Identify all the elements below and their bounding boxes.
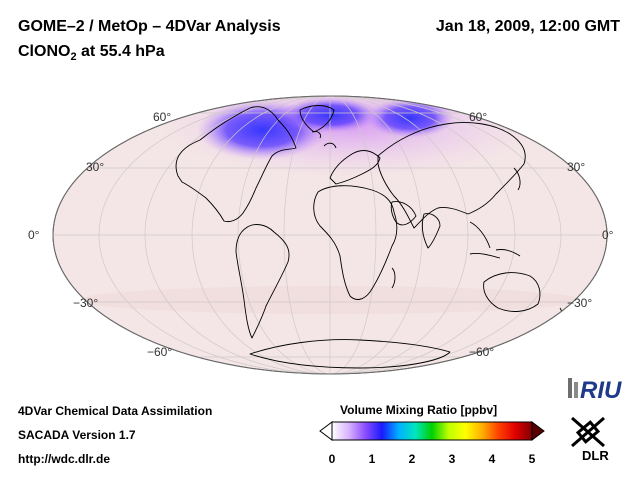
- colorbar-tick-label: 1: [368, 452, 376, 466]
- credit-line-2: SACADA Version 1.7: [18, 428, 136, 442]
- indochina-indonesia: [469, 221, 521, 259]
- europe: [329, 150, 381, 185]
- species-subscript: 2: [70, 51, 77, 64]
- colorbar-tick-label: 4: [488, 452, 496, 466]
- graticule: [53, 96, 607, 374]
- lat-label-30n-right: 30°: [567, 160, 586, 174]
- madagascar: [391, 267, 396, 289]
- map-title: GOME–2 / MetOp – 4DVar Analysis: [18, 18, 281, 35]
- species-name: ClONO: [18, 43, 71, 60]
- species-level: at 55.4 hPa: [76, 43, 165, 60]
- dlr-logo: [566, 412, 612, 457]
- credit-url[interactable]: http://wdc.dlr.de: [18, 452, 110, 466]
- arabia: [390, 201, 417, 226]
- greenland: [299, 105, 335, 133]
- riu-logo-text: RIU: [580, 377, 622, 402]
- japan: [513, 167, 521, 191]
- lat-label-eq-left: 0°: [28, 228, 40, 242]
- credit-line-1: 4DVar Chemical Data Assimilation: [18, 404, 213, 418]
- india: [421, 213, 441, 249]
- colorbar-max-arrow: [531, 421, 545, 441]
- south-america: [235, 224, 290, 339]
- africa: [313, 185, 398, 300]
- lat-label-60s-right: −60°: [469, 345, 495, 359]
- colorbar-tick-label: 5: [528, 452, 536, 466]
- coastlines: [175, 105, 563, 369]
- low-vmr-region-east: [365, 98, 455, 138]
- colorbar: [319, 421, 545, 441]
- colorbar-tick-label: 0: [328, 452, 336, 466]
- lat-label-30s-right: −30°: [567, 296, 593, 310]
- colorbar-tick-label: 3: [448, 452, 456, 466]
- colorbar-tick-label: 2: [408, 452, 416, 466]
- australia: [483, 272, 541, 312]
- lat-label-eq-right: 0°: [602, 228, 614, 242]
- uk-iceland: [311, 131, 337, 149]
- lat-label-30n-left: 30°: [86, 160, 105, 174]
- lat-label-60n-left: 60°: [153, 110, 172, 124]
- lat-label-60s-left: −60°: [147, 345, 173, 359]
- antarctica: [249, 339, 451, 369]
- colorbar-title: Volume Mixing Ratio [ppbv]: [340, 403, 498, 417]
- riu-logo: RIU: [568, 372, 630, 407]
- asia: [377, 122, 526, 229]
- dlr-logo-text: DLR: [582, 448, 609, 463]
- lat-label-60n-right: 60°: [469, 110, 488, 124]
- north-america: [175, 106, 297, 223]
- date-title: Jan 18, 2009, 12:00 GMT: [435, 18, 620, 35]
- colorbar-min-arrow: [319, 421, 333, 441]
- colorbar-gradient: [331, 421, 533, 441]
- lat-label-30s-left: −30°: [73, 296, 99, 310]
- species-title: ClONO2 at 55.4 hPa: [18, 43, 165, 63]
